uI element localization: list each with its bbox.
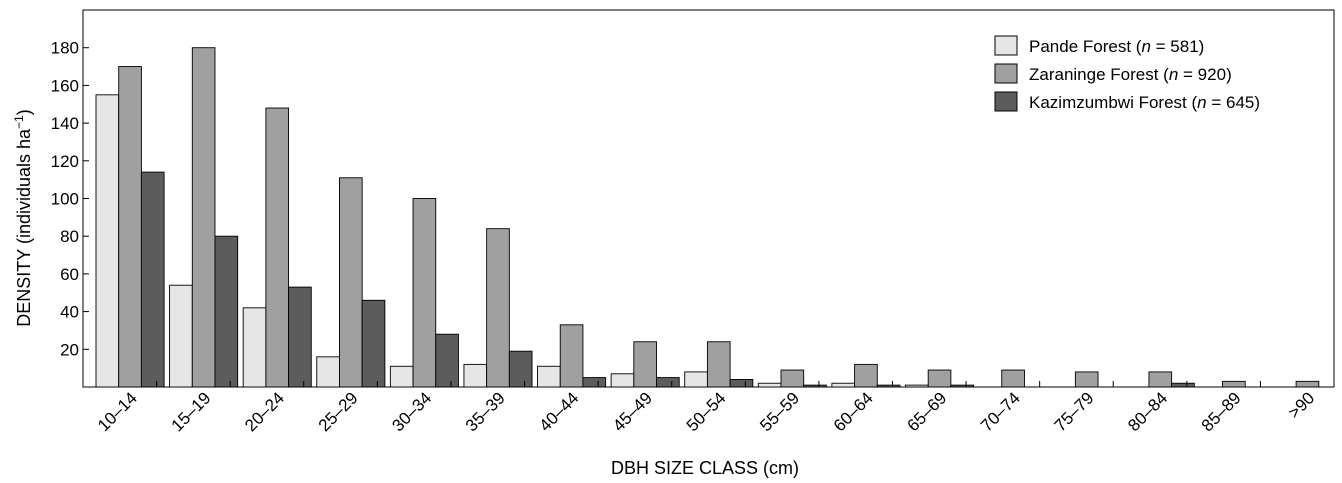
legend-n-pande: n [1141,37,1150,56]
x-tick-label: 10–14 [94,388,141,435]
x-tick-label: 40–44 [536,388,583,435]
bar [610,373,635,388]
bar [508,350,533,388]
y-tick-label: 60 [60,265,79,284]
bar [1074,371,1099,388]
legend-label-kazimzumbwi: Kazimzumbwi Forest (n = 645) [1029,93,1260,112]
y-tick-label: 160 [51,76,79,95]
x-tick-label: 65–69 [903,388,950,435]
bar [412,198,437,388]
x-tick-label: 80–84 [1124,388,1171,435]
x-axis: 10–14 15–19 20–24 25–29 30–34 35–39 40–44 45–49… [94,381,1318,435]
bars [95,47,1320,388]
x-tick-label: 30–34 [388,388,435,435]
legend-name-kazimzumbwi: Kazimzumbwi Forest [1029,93,1187,112]
bar [656,377,680,388]
x-tick-label: 45–49 [609,388,656,435]
bar [118,66,142,388]
bar [537,365,561,388]
bar [876,384,901,388]
legend-name-pande: Pande Forest [1029,37,1131,56]
legend-count-kazimzumbwi: = 645 [1207,93,1255,112]
legend-label-zaraninge: Zaraninge Forest (n = 920) [1029,65,1232,84]
bar [905,384,929,388]
legend-swatch-pande [994,35,1018,56]
bar [927,369,952,388]
bar [1001,369,1025,388]
legend-count-zaraninge: = 920 [1178,65,1226,84]
bar [582,377,607,388]
x-tick-label: 85–89 [1198,388,1245,435]
y-tick-label: 40 [60,303,79,322]
y-axis-title-main: DENSITY (individuals ha [14,128,34,327]
y-axis-title: DENSITY (individuals ha−1) [12,109,34,326]
bar [140,171,165,388]
y-tick-label: 100 [51,190,79,209]
bar [854,363,878,388]
bar [1222,380,1246,388]
bar [831,382,856,388]
y-tick-label: 180 [51,39,79,58]
legend-name-zaraninge: Zaraninge Forest [1029,65,1159,84]
legend-count-pande: = 581 [1151,37,1199,56]
y-tick-label: 80 [60,227,79,246]
legend-label-pande: Pande Forest (n = 581) [1029,37,1204,56]
legend: Pande Forest (n = 581) Zaraninge Forest … [994,35,1260,112]
x-tick-label: 75–79 [1051,388,1098,435]
x-tick-label: 15–19 [168,388,215,435]
bar [633,341,657,388]
legend-n-kazimzumbwi: n [1197,93,1206,112]
x-tick-label: 50–54 [683,388,730,435]
bar [780,369,805,388]
bar [191,47,216,388]
bar [288,286,312,388]
bar [1171,382,1195,388]
legend-swatch-kazimzumbwi [994,91,1018,112]
legend-swatch-zaraninge [994,63,1018,84]
bar [389,365,414,388]
y-tick-label: 140 [51,114,79,133]
bar [729,379,754,388]
x-tick-label: 55–59 [756,388,803,435]
bar [559,324,584,388]
x-tick-label: 70–74 [977,388,1024,435]
bar [463,363,488,388]
bar [1148,371,1173,388]
bar [1295,380,1320,388]
bar [242,307,267,388]
bar [169,284,193,388]
bar [706,341,731,388]
bar [361,299,386,388]
bar [339,177,363,388]
y-tick-label: 20 [60,340,79,359]
x-tick-label: 25–29 [315,388,362,435]
y-axis-title-close: ) [14,109,34,115]
bar [95,94,120,388]
y-axis-title-exponent: −1 [12,115,26,129]
bar [214,235,239,388]
bar [684,371,708,388]
x-axis-title: DBH SIZE CLASS (cm) [611,458,799,478]
x-tick-label: 35–39 [462,388,509,435]
y-axis: 20 40 60 80 100 120 140 160 180 [51,39,89,359]
x-tick-label: 60–64 [830,388,877,435]
bar [803,384,827,388]
y-tick-label: 120 [51,152,79,171]
bar [486,228,510,388]
x-tick-label: 20–24 [241,388,288,435]
bar [316,356,340,388]
bar [265,107,290,388]
bar [435,333,459,388]
x-tick-label: >90 [1284,388,1318,422]
legend-n-zaraninge: n [1169,65,1178,84]
bar [757,382,782,388]
bar [950,384,975,388]
